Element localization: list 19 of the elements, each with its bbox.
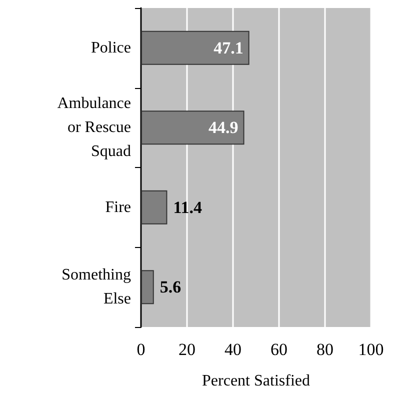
x-tick-label: 20 bbox=[178, 340, 196, 359]
y-tick-label: Something Else bbox=[62, 266, 131, 308]
data-label: 44.9 bbox=[208, 118, 238, 138]
bar bbox=[141, 270, 154, 304]
x-tick-label: 40 bbox=[224, 340, 242, 359]
x-axis-title: Percent Satisfied bbox=[202, 372, 310, 390]
y-tick-label: Ambulance or Rescue Squad bbox=[57, 95, 131, 160]
bar bbox=[141, 190, 168, 224]
data-label: 47.1 bbox=[214, 38, 244, 58]
bar bbox=[141, 30, 250, 65]
y-tick-label: Fire bbox=[105, 198, 131, 216]
y-tick-label: Police bbox=[91, 39, 131, 56]
data-label: 5.6 bbox=[160, 278, 182, 297]
bar bbox=[141, 110, 244, 145]
x-tick-label: 80 bbox=[316, 340, 334, 359]
x-tick-label: 0 bbox=[136, 340, 146, 359]
data-label: 11.4 bbox=[173, 198, 203, 217]
x-tick-label: 100 bbox=[358, 340, 384, 359]
x-tick-label: 60 bbox=[270, 340, 288, 359]
